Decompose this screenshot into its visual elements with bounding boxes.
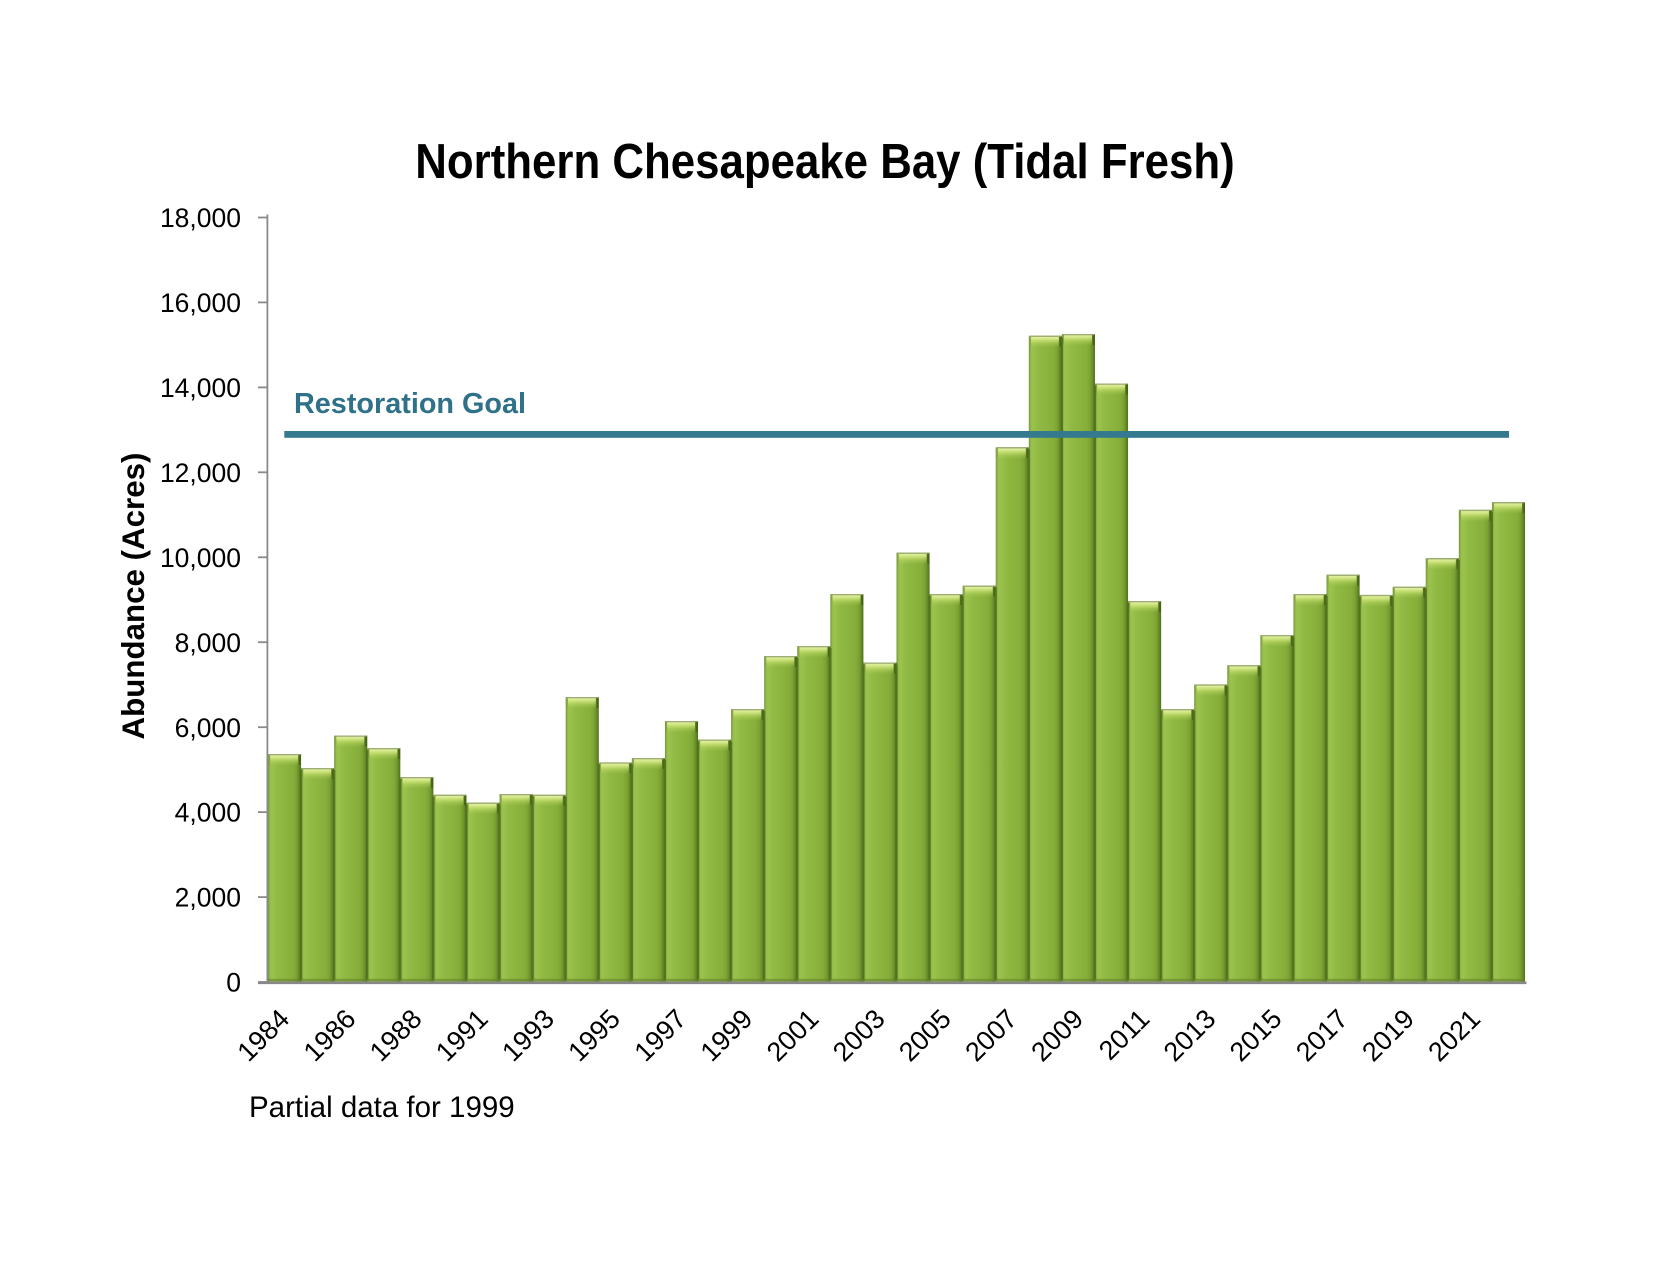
svg-text:4,000: 4,000: [175, 798, 241, 828]
svg-text:Abundance (Acres): Abundance (Acres): [116, 453, 151, 740]
svg-text:16,000: 16,000: [160, 288, 241, 318]
svg-text:0: 0: [226, 968, 241, 998]
svg-text:6,000: 6,000: [175, 713, 241, 743]
svg-text:18,000: 18,000: [160, 203, 241, 233]
svg-text:14,000: 14,000: [160, 373, 241, 403]
svg-text:Partial data for 1999: Partial data for 1999: [249, 1091, 515, 1124]
svg-text:8,000: 8,000: [175, 628, 241, 658]
svg-text:Restoration Goal: Restoration Goal: [294, 388, 526, 420]
svg-text:2,000: 2,000: [175, 883, 241, 913]
svg-text:Northern Chesapeake Bay (Tidal: Northern Chesapeake Bay (Tidal Fresh): [415, 134, 1234, 189]
svg-text:12,000: 12,000: [160, 458, 241, 488]
svg-text:10,000: 10,000: [160, 543, 241, 573]
